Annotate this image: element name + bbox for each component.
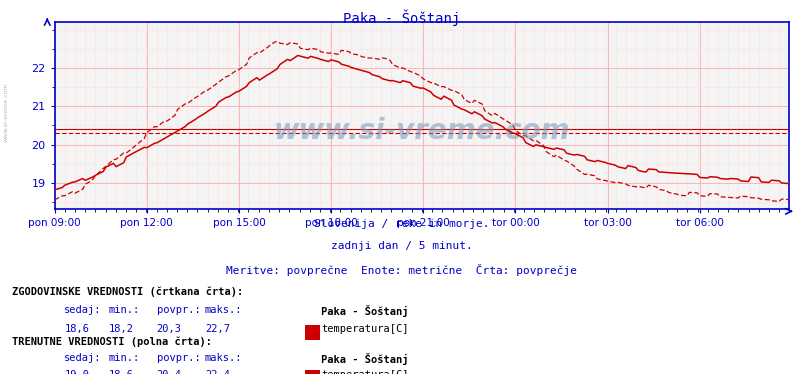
Text: ZGODOVINSKE VREDNOSTI (črtkana črta):: ZGODOVINSKE VREDNOSTI (črtkana črta): — [12, 286, 243, 297]
Text: www.si-vreme.com: www.si-vreme.com — [273, 117, 569, 145]
Text: 18,6: 18,6 — [64, 324, 89, 334]
Text: min.:: min.: — [108, 353, 140, 364]
Text: Paka - Šoštanj: Paka - Šoštanj — [342, 9, 460, 26]
Text: 22,4: 22,4 — [205, 370, 229, 374]
Text: povpr.:: povpr.: — [156, 353, 200, 364]
Text: sedaj:: sedaj: — [64, 353, 102, 364]
Text: temperatura[C]: temperatura[C] — [321, 324, 408, 334]
Text: TRENUTNE VREDNOSTI (polna črta):: TRENUTNE VREDNOSTI (polna črta): — [12, 337, 212, 347]
Text: 20,3: 20,3 — [156, 324, 181, 334]
Text: Slovenija / reke in morje.: Slovenija / reke in morje. — [314, 219, 488, 229]
Text: Meritve: povprečne  Enote: metrične  Črta: povprečje: Meritve: povprečne Enote: metrične Črta:… — [225, 264, 577, 276]
Text: zadnji dan / 5 minut.: zadnji dan / 5 minut. — [330, 241, 472, 251]
Text: maks.:: maks.: — [205, 353, 242, 364]
Text: 19,0: 19,0 — [64, 370, 89, 374]
Text: povpr.:: povpr.: — [156, 305, 200, 315]
Text: sedaj:: sedaj: — [64, 305, 102, 315]
Text: 18,2: 18,2 — [108, 324, 133, 334]
Text: 22,7: 22,7 — [205, 324, 229, 334]
Text: 20,4: 20,4 — [156, 370, 181, 374]
Text: temperatura[C]: temperatura[C] — [321, 370, 408, 374]
Text: Paka - Šoštanj: Paka - Šoštanj — [321, 353, 408, 365]
Text: www.si-vreme.com: www.si-vreme.com — [4, 82, 9, 142]
Text: maks.:: maks.: — [205, 305, 242, 315]
Text: min.:: min.: — [108, 305, 140, 315]
Text: 18,6: 18,6 — [108, 370, 133, 374]
Text: Paka - Šoštanj: Paka - Šoštanj — [321, 305, 408, 317]
